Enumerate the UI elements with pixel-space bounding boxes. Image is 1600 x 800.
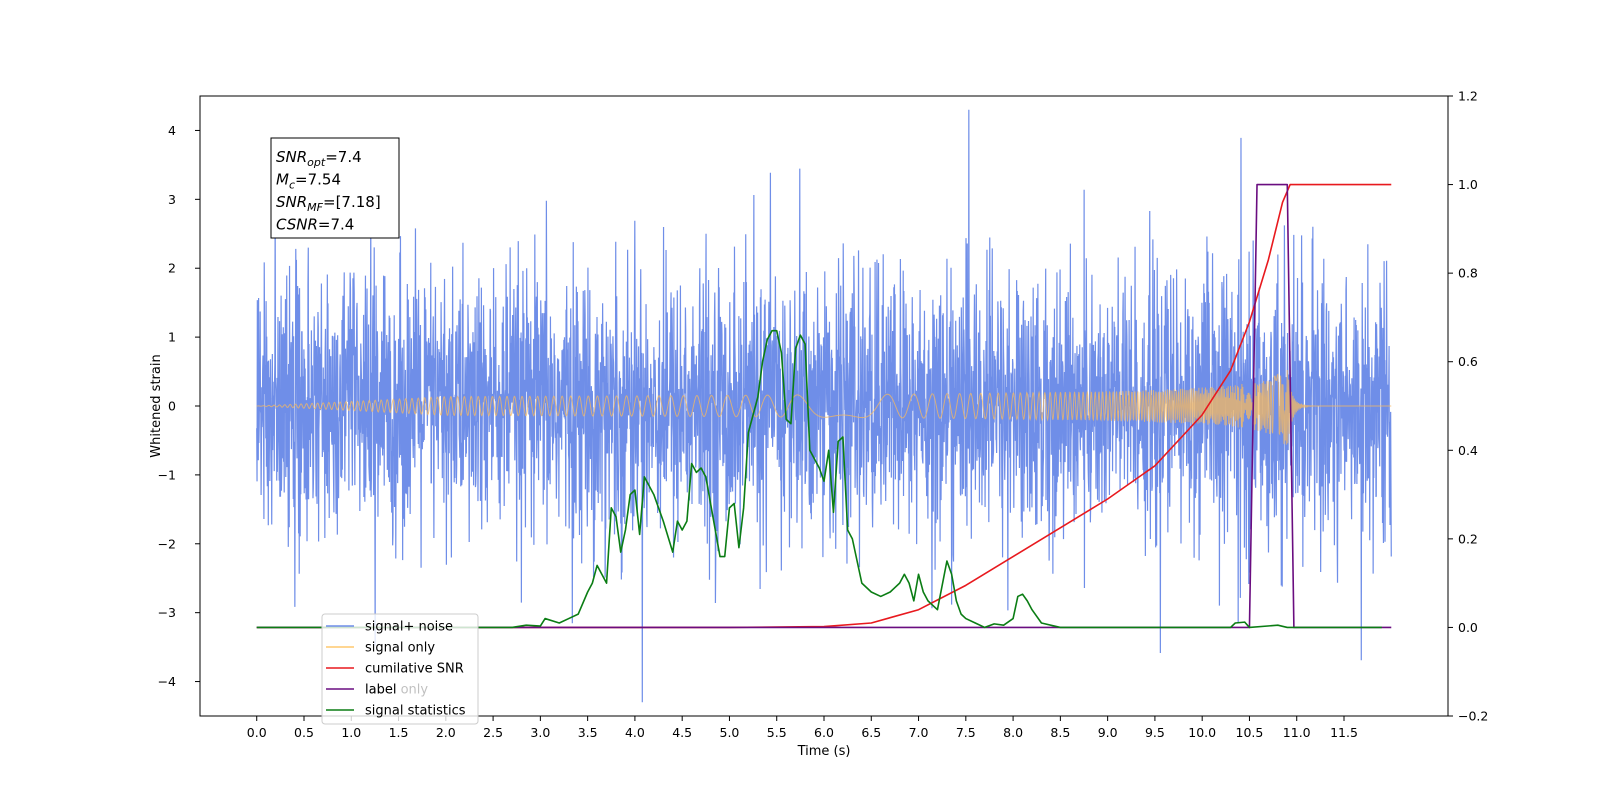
- x-tick-label-19: 9.5: [1145, 725, 1165, 740]
- legend-label-2: cumilative SNR: [365, 662, 464, 677]
- x-tick-label-5: 2.5: [483, 725, 503, 740]
- y-tick-label-5: −1: [158, 467, 176, 482]
- x-tick-label-0: 0.0: [247, 725, 267, 740]
- info-line-3: CSNR=7.4: [276, 216, 354, 234]
- legend-overlay-label-0: label only: [365, 683, 428, 698]
- info-line-0: SNRopt=7.4: [276, 148, 362, 169]
- y-tick-label-6: −2: [158, 536, 176, 551]
- y-tick-label-7: −3: [158, 605, 176, 620]
- x-tick-label-14: 7.0: [909, 725, 929, 740]
- x-tick-label-9: 4.5: [672, 725, 692, 740]
- y-axis: 4 3 2 1 0 −1 −2 −3 −4: [158, 123, 200, 689]
- x-tick-label-12: 6.0: [814, 725, 834, 740]
- y2-tick-label-0: 1.2: [1458, 89, 1478, 104]
- x-tick-label-16: 8.0: [1003, 725, 1023, 740]
- y-tick-label-3: 1: [168, 330, 176, 345]
- x-axis: 0.0 0.5 1.0 1.5 2.0 2.5 3.0 3.5 4.0 4.5 5.0 5.5 6.0 6…: [247, 716, 1358, 740]
- x-tick-label-18: 9.0: [1098, 725, 1118, 740]
- x-tick-label-3: 1.5: [389, 725, 409, 740]
- x-tick-label-15: 7.5: [956, 725, 976, 740]
- series-signal-noise: [256, 109, 1392, 703]
- y-tick-label-1: 3: [168, 192, 176, 207]
- series-signal-statistics: [256, 329, 1382, 629]
- y2-tick-label-3: 0.6: [1458, 354, 1478, 369]
- series-signal-only: [256, 369, 1392, 445]
- y-tick-label-2: 2: [168, 261, 176, 276]
- series-cumilative-snr: [256, 183, 1392, 629]
- y-tick-label-8: −4: [158, 674, 176, 689]
- x-tick-label-23: 11.5: [1330, 725, 1358, 740]
- series-layer: [256, 109, 1392, 703]
- x-tick-label-1: 0.5: [294, 725, 314, 740]
- x-tick-label-6: 3.0: [530, 725, 550, 740]
- info-line-1: Mc=7.54: [276, 171, 341, 192]
- x-tick-label-2: 1.0: [341, 725, 361, 740]
- y2-tick-label-7: −0.2: [1458, 709, 1488, 724]
- info-line-2: SNRMF=[7.18]: [276, 193, 381, 214]
- x-tick-label-10: 5.0: [720, 725, 740, 740]
- x-tick-label-22: 11.0: [1283, 725, 1311, 740]
- y2-tick-label-1: 1.0: [1458, 177, 1478, 192]
- x-tick-label-21: 10.5: [1236, 725, 1264, 740]
- y2-axis: 1.2 1.0 0.8 0.6 0.4 0.2 0.0 −0.2: [1448, 89, 1488, 724]
- legend-label-4: signal statistics: [365, 704, 466, 719]
- x-tick-label-7: 3.5: [578, 725, 598, 740]
- info-box-frame: [270, 137, 400, 239]
- y-tick-label-4: 0: [168, 399, 176, 414]
- x-tick-label-4: 2.0: [436, 725, 456, 740]
- y2-tick-label-6: 0.0: [1458, 620, 1478, 635]
- legend-label-1: signal only: [365, 641, 435, 656]
- x-tick-label-20: 10.0: [1188, 725, 1216, 740]
- x-tick-label-11: 5.5: [767, 725, 787, 740]
- legend: signal+ noise signal only cumilative SNR la…: [321, 613, 479, 725]
- legend-label-3: label: [365, 683, 396, 698]
- y2-tick-label-2: 0.8: [1458, 266, 1478, 281]
- y-tick-label-0: 4: [168, 123, 176, 138]
- legend-frame: [321, 613, 479, 725]
- x-axis-label: Time (s): [797, 744, 851, 759]
- x-tick-label-17: 8.5: [1050, 725, 1070, 740]
- x-tick-label-13: 6.5: [861, 725, 881, 740]
- x-tick-label-8: 4.0: [625, 725, 645, 740]
- y2-tick-label-4: 0.4: [1458, 443, 1478, 458]
- legend-label-0: signal+ noise: [365, 620, 453, 635]
- y-axis-label: Whitened strain: [149, 354, 164, 457]
- y2-tick-label-5: 0.2: [1458, 531, 1478, 546]
